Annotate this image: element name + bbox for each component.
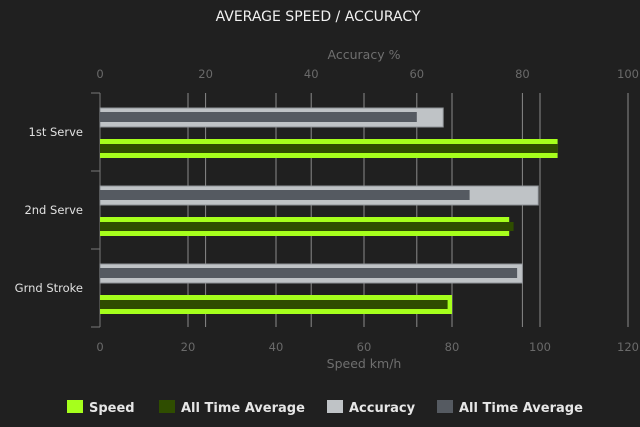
top-tick-label: 60 — [409, 67, 424, 81]
bottom-tick-label: 120 — [617, 340, 639, 354]
top-tick-label: 0 — [96, 67, 103, 81]
legend: Speed All Time Average Accuracy All Time Av… — [67, 400, 583, 416]
bottom-tick-label: 60 — [357, 340, 372, 354]
legend-swatch — [437, 400, 453, 413]
bar-speed-average — [100, 300, 448, 309]
bottom-tick-label: 80 — [445, 340, 460, 354]
bottom-tick-label: 20 — [181, 340, 196, 354]
legend-swatch — [159, 400, 175, 413]
top-tick-label: 80 — [515, 67, 530, 81]
bottom-tick-label: 0 — [96, 340, 103, 354]
top-axis-label: Accuracy % — [328, 47, 401, 62]
bar-speed-average — [100, 144, 558, 153]
category-label: Grnd Stroke — [15, 281, 83, 295]
top-tick-label: 20 — [198, 67, 213, 81]
legend-swatch — [67, 400, 83, 413]
legend-swatch — [327, 400, 343, 413]
bottom-axis-label: Speed km/h — [327, 356, 402, 371]
category-label: 2nd Serve — [24, 203, 83, 217]
top-tick-label: 100 — [617, 67, 639, 81]
legend-label: Speed — [89, 401, 135, 416]
legend-label: All Time Average — [459, 401, 583, 416]
bar-accuracy-average — [100, 268, 518, 278]
bar-accuracy-average — [100, 112, 417, 122]
legend-label: All Time Average — [181, 401, 305, 416]
category-label: 1st Serve — [29, 125, 83, 139]
bottom-tick-label: 100 — [529, 340, 551, 354]
chart-title: AVERAGE SPEED / ACCURACY — [216, 9, 421, 25]
top-tick-label: 40 — [304, 67, 319, 81]
bar-speed-average — [100, 222, 514, 231]
bar-accuracy-average — [100, 190, 470, 200]
legend-label: Accuracy — [349, 401, 416, 416]
bottom-tick-label: 40 — [269, 340, 284, 354]
